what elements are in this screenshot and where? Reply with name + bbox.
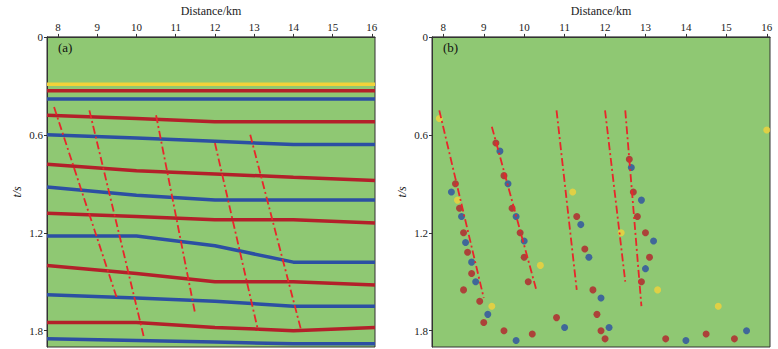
svg-text:13: 13 bbox=[249, 21, 261, 33]
svg-text:Distance/km: Distance/km bbox=[571, 4, 632, 18]
svg-text:8: 8 bbox=[441, 21, 447, 33]
svg-text:0: 0 bbox=[38, 31, 44, 43]
svg-text:1.8: 1.8 bbox=[29, 325, 43, 337]
svg-text:(b): (b) bbox=[443, 40, 458, 55]
svg-text:1.2: 1.2 bbox=[414, 227, 428, 239]
svg-text:12: 12 bbox=[600, 21, 611, 33]
svg-text:12: 12 bbox=[209, 21, 220, 33]
svg-text:9: 9 bbox=[94, 21, 100, 33]
svg-text:14: 14 bbox=[680, 21, 692, 33]
svg-text:1.8: 1.8 bbox=[414, 325, 428, 337]
svg-text:14: 14 bbox=[288, 21, 300, 33]
svg-text:15: 15 bbox=[721, 21, 733, 33]
svg-text:15: 15 bbox=[327, 21, 339, 33]
svg-text:13: 13 bbox=[640, 21, 652, 33]
svg-text:t/s: t/s bbox=[10, 186, 24, 198]
svg-text:0: 0 bbox=[423, 31, 429, 43]
svg-text:16: 16 bbox=[761, 21, 773, 33]
svg-text:11: 11 bbox=[559, 21, 570, 33]
svg-text:9: 9 bbox=[481, 21, 487, 33]
svg-text:(a): (a) bbox=[58, 40, 72, 55]
svg-text:10: 10 bbox=[131, 21, 143, 33]
svg-text:t/s: t/s bbox=[395, 186, 409, 198]
svg-text:8: 8 bbox=[55, 21, 61, 33]
svg-text:0.6: 0.6 bbox=[414, 129, 428, 141]
svg-text:11: 11 bbox=[170, 21, 181, 33]
svg-text:10: 10 bbox=[519, 21, 531, 33]
svg-text:Distance/km: Distance/km bbox=[181, 4, 242, 18]
svg-text:1.2: 1.2 bbox=[29, 227, 43, 239]
svg-text:16: 16 bbox=[366, 21, 378, 33]
svg-text:0.6: 0.6 bbox=[29, 129, 43, 141]
